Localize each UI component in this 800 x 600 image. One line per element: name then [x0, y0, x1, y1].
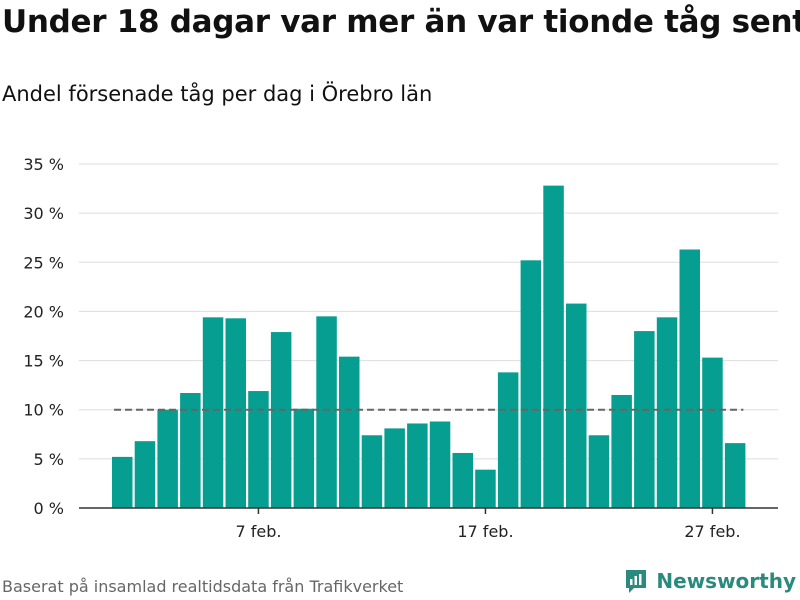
bar	[407, 423, 428, 508]
x-tick-label: 7 feb.	[235, 522, 281, 541]
bar	[611, 394, 632, 508]
bar	[248, 391, 269, 508]
y-tick-label: 30 %	[23, 204, 64, 223]
y-tick-label: 20 %	[23, 302, 64, 321]
y-tick-label: 35 %	[23, 155, 64, 174]
y-tick-label: 5 %	[34, 450, 64, 469]
x-tick-label: 17 feb.	[457, 522, 513, 541]
bar	[339, 356, 360, 508]
bar	[225, 318, 246, 508]
bar	[270, 332, 292, 508]
bar	[566, 303, 587, 508]
y-tick-label: 10 %	[23, 401, 64, 420]
bar	[475, 469, 496, 508]
chart-title: Under 18 dagar var mer än var tionde tåg…	[2, 4, 800, 40]
bar	[134, 441, 156, 508]
brand-name: Newsworthy	[656, 569, 796, 593]
bar	[543, 185, 564, 508]
bar	[202, 317, 224, 508]
x-tick-label: 27 feb.	[684, 522, 740, 541]
bar	[384, 428, 405, 508]
newsworthy-logo-icon	[626, 570, 647, 593]
bar	[588, 435, 610, 508]
bar	[634, 331, 655, 508]
bar	[316, 316, 337, 508]
bar	[656, 317, 678, 508]
bar	[702, 357, 723, 508]
bar	[452, 452, 473, 508]
bar	[520, 260, 542, 508]
bar	[157, 409, 178, 508]
bar	[293, 408, 315, 508]
chart-subtitle: Andel försenade tåg per dag i Örebro län	[2, 82, 433, 106]
bar	[361, 435, 383, 508]
brand-logo[interactable]: Newsworthy	[624, 568, 796, 594]
bar	[112, 456, 133, 508]
y-tick-label: 0 %	[34, 499, 64, 518]
bar	[180, 393, 201, 508]
bar	[497, 372, 519, 508]
bar	[679, 249, 700, 508]
y-tick-label: 15 %	[23, 352, 64, 371]
source-note: Baserat på insamlad realtidsdata från Tr…	[2, 577, 404, 596]
y-tick-label: 25 %	[23, 253, 64, 272]
bar	[724, 443, 746, 508]
bar	[429, 421, 451, 508]
